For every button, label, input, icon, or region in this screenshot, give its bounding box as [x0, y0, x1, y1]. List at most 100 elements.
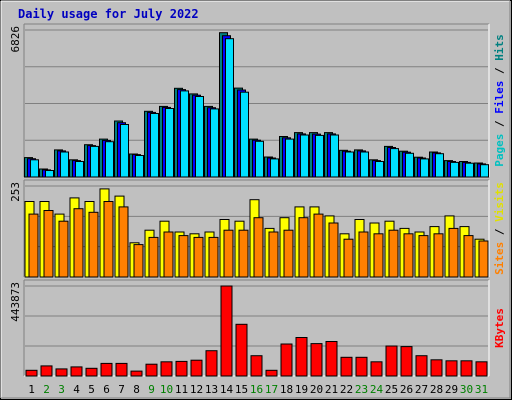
- bar-pages-26: [405, 152, 414, 178]
- legend-hits: Hits: [493, 34, 506, 61]
- legend-files: Files: [493, 81, 506, 114]
- bar-sites-11: [178, 235, 189, 278]
- bar-pages-10: [165, 108, 174, 178]
- bar-sites-22: [343, 238, 354, 278]
- bar-kbytes-21: [325, 341, 338, 377]
- bar-sites-14: [223, 229, 234, 278]
- x-tick-label: 6: [103, 383, 110, 396]
- bar-pages-3: [60, 151, 69, 178]
- bar-kbytes-12: [190, 359, 203, 377]
- x-tick-label: 26: [400, 383, 413, 396]
- x-tick-label: 7: [118, 383, 125, 396]
- bar-sites-8: [133, 244, 144, 278]
- bar-pages-21: [330, 134, 339, 178]
- x-tick-label: 17: [265, 383, 278, 396]
- bar-sites-19: [298, 217, 309, 278]
- bar-kbytes-2: [40, 365, 53, 377]
- bar-pages-19: [300, 134, 309, 178]
- x-tick-label: 8: [133, 383, 140, 396]
- y-max-label: 6826: [9, 26, 22, 53]
- x-tick-label: 27: [415, 383, 428, 396]
- x-tick-label: 2: [43, 383, 50, 396]
- bar-kbytes-6: [100, 362, 113, 377]
- right-legend: KBytes: [493, 308, 506, 348]
- bar-kbytes-25: [385, 345, 398, 377]
- bar-pages-9: [150, 113, 159, 178]
- x-tick-label: 23: [355, 383, 368, 396]
- bar-kbytes-4: [70, 366, 83, 377]
- x-tick-label: 9: [148, 383, 155, 396]
- bar-kbytes-10: [160, 361, 173, 377]
- bar-pages-6: [105, 141, 114, 178]
- x-tick-label: 1: [28, 383, 35, 396]
- y-max-label: 443873: [9, 282, 22, 322]
- bar-sites-15: [238, 229, 249, 278]
- bar-kbytes-14: [220, 285, 233, 377]
- legend-sites: Sites: [493, 242, 506, 275]
- right-legend: Sites / Visits: [493, 182, 506, 275]
- bar-sites-18: [283, 229, 294, 278]
- x-tick-label: 29: [445, 383, 458, 396]
- legend-separator: /: [493, 114, 506, 134]
- x-tick-label: 30: [460, 383, 473, 396]
- bar-kbytes-22: [340, 356, 353, 377]
- bar-pages-31: [480, 164, 489, 178]
- bar-kbytes-11: [175, 360, 188, 377]
- bar-kbytes-1: [25, 369, 38, 377]
- bar-pages-22: [345, 151, 354, 178]
- legend-kbytes: KBytes: [493, 308, 506, 348]
- bar-kbytes-20: [310, 343, 323, 377]
- bar-pages-15: [240, 91, 249, 178]
- bar-sites-30: [463, 235, 474, 278]
- bar-sites-5: [88, 211, 99, 278]
- bar-sites-23: [358, 231, 369, 278]
- bar-sites-29: [448, 227, 459, 278]
- bar-kbytes-24: [370, 361, 383, 377]
- bar-kbytes-18: [280, 343, 293, 377]
- bar-pages-11: [180, 90, 189, 178]
- bar-kbytes-8: [130, 370, 143, 377]
- bar-sites-10: [163, 231, 174, 278]
- bar-sites-24: [373, 233, 384, 278]
- bar-kbytes-31: [475, 361, 488, 377]
- x-tick-label: 11: [175, 383, 188, 396]
- bar-sites-6: [103, 201, 114, 278]
- bar-sites-1: [28, 213, 39, 278]
- bar-pages-13: [210, 108, 219, 178]
- legend-pages: Pages: [493, 134, 506, 167]
- bar-sites-4: [73, 208, 84, 278]
- bar-kbytes-27: [415, 355, 428, 377]
- legend-separator: /: [493, 222, 506, 242]
- bar-pages-29: [450, 161, 459, 178]
- bar-sites-17: [268, 231, 279, 278]
- y-max-label: 253: [9, 182, 22, 202]
- bar-kbytes-19: [295, 337, 308, 377]
- x-tick-label: 15: [235, 383, 248, 396]
- bar-sites-9: [148, 236, 159, 278]
- bar-sites-25: [388, 229, 399, 278]
- x-tick-label: 20: [310, 383, 323, 396]
- bar-kbytes-17: [265, 369, 278, 377]
- bar-sites-20: [313, 213, 324, 278]
- bar-sites-7: [118, 206, 129, 278]
- bar-sites-27: [418, 235, 429, 278]
- x-tick-label: 3: [58, 383, 65, 396]
- legend-visits: Visits: [493, 182, 506, 222]
- bar-pages-27: [420, 158, 429, 178]
- x-tick-label: 31: [475, 383, 488, 396]
- x-tick-label: 16: [250, 383, 263, 396]
- x-tick-label: 10: [160, 383, 173, 396]
- bar-sites-28: [433, 233, 444, 278]
- bar-pages-12: [195, 96, 204, 178]
- bar-pages-28: [435, 153, 444, 178]
- bar-pages-8: [135, 155, 144, 178]
- bar-sites-31: [478, 240, 489, 278]
- chart-title: Daily usage for July 2022: [18, 7, 199, 21]
- bar-pages-2: [45, 170, 54, 178]
- x-tick-label: 4: [73, 383, 80, 396]
- x-tick-label: 25: [385, 383, 398, 396]
- bar-kbytes-26: [400, 346, 413, 377]
- bar-sites-3: [58, 220, 69, 278]
- bar-pages-1: [30, 159, 39, 178]
- bar-pages-23: [360, 151, 369, 178]
